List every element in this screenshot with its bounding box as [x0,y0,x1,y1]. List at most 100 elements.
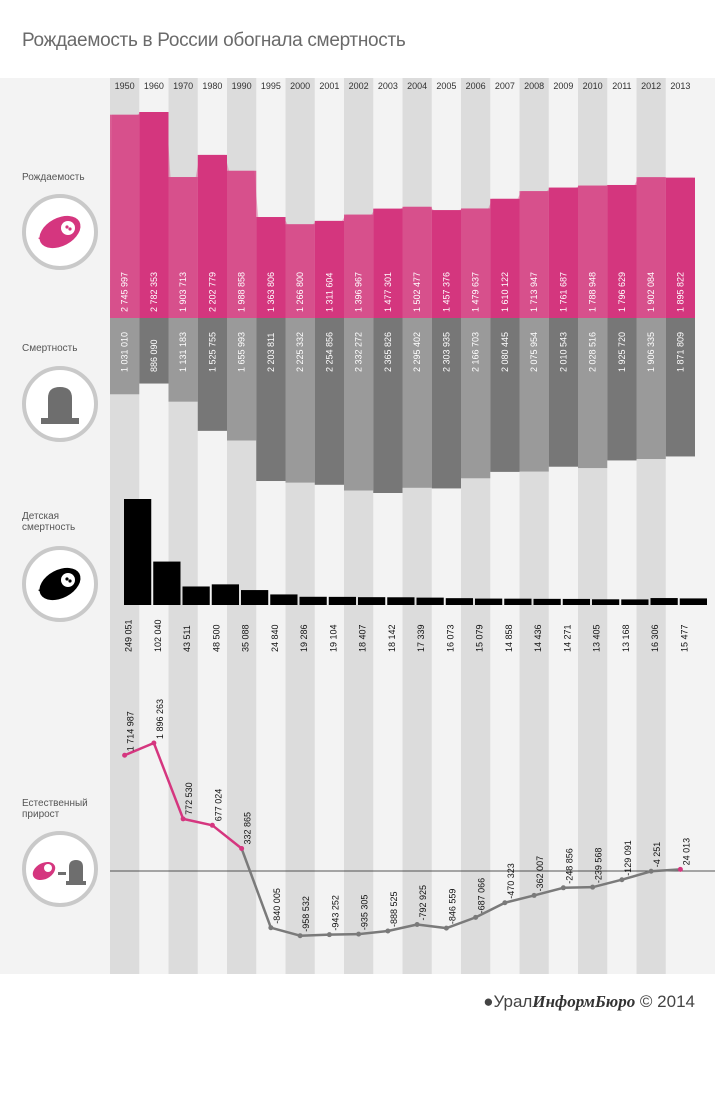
deaths-value-label: 2 010 543 [558,332,568,372]
brand-suffix: © 2014 [635,992,695,1011]
births-value-label: 1 902 084 [646,272,656,312]
growth-line-segment [182,817,213,827]
infant-bar [533,598,561,605]
infant-bar [211,584,239,605]
growth-point [326,932,332,938]
growth-line-segment [387,923,418,933]
infant-value-label: 19 286 [299,624,309,652]
infant-value-label: 14 436 [533,624,543,652]
deaths-value-label: 2 365 826 [383,332,393,372]
births-value-label: 1 396 967 [354,272,364,312]
infant-bar [475,598,503,605]
infant-value-label: 249 051 [124,619,134,652]
births-value-label: 1 479 637 [471,272,481,312]
deaths-value-label: 2 254 856 [324,332,334,372]
growth-point [151,740,157,746]
births-bar [139,112,169,318]
growth-line-segment [240,848,273,929]
year-label: 1990 [232,81,252,91]
growth-line-segment [124,741,155,757]
growth-point [385,928,391,934]
deaths-bar [110,318,140,395]
growth-value-label: -935 305 [360,895,370,931]
infant-value-label: 13 168 [621,624,631,652]
growth-point [443,925,449,931]
births-bar [314,220,344,318]
births-bar [607,184,637,318]
births-value-label: 1 363 806 [266,272,276,312]
growth-point [180,816,186,822]
births-bar [110,114,140,318]
growth-point [677,866,683,872]
growth-line-segment [445,916,477,930]
growth-line-segment [329,932,359,936]
growth-point [619,877,625,883]
deaths-value-label: 2 166 703 [471,332,481,372]
infant-bar [241,590,269,605]
year-label: 2001 [319,81,339,91]
infant-value-label: 19 104 [328,624,338,652]
infant-bar [358,597,386,605]
growth-point [590,884,596,890]
infant-bar [153,561,181,605]
infant-bar [124,499,152,605]
year-label: 2004 [407,81,427,91]
growth-value-label: -958 532 [301,896,311,932]
growth-value-label: -792 925 [418,885,428,921]
births-bar [431,210,461,318]
year-label: 2002 [349,81,369,91]
deaths-bar [461,318,491,479]
infant-bar [182,586,210,605]
infant-value-label: 18 407 [358,624,368,652]
growth-value-label: -129 091 [623,840,633,876]
deaths-bar [256,318,286,482]
infant-value-label: 18 142 [387,624,397,652]
births-bar [548,187,578,318]
deaths-value-label: 2 080 445 [500,332,510,372]
growth-line-segment [504,894,535,904]
births-bar [168,177,198,318]
growth-line-segment [416,923,447,930]
deaths-value-label: 2 028 516 [588,332,598,372]
growth-value-label: -687 066 [477,878,487,914]
infant-value-label: 102 040 [153,619,163,652]
births-value-label: 1 477 301 [383,272,393,312]
births-value-label: 1 610 122 [500,272,510,312]
deaths-icon-circle [22,366,98,442]
infant-value-label: 13 405 [592,624,602,652]
births-value-label: 1 502 477 [412,272,422,312]
baby-icon [38,567,81,601]
deaths-bar [344,318,374,491]
infant-icon-circle [22,546,98,622]
births-bar [344,214,374,318]
growth-point [122,752,128,758]
births-bar [578,185,608,318]
gravestone-icon [41,387,79,424]
infant-bar [270,594,298,605]
deaths-bar [490,318,520,472]
year-label: 2010 [583,81,603,91]
growth-point [502,900,508,906]
growth-point [239,846,245,852]
deaths-bar [197,318,227,431]
births-value-label: 1 713 947 [529,272,539,312]
brand-name: ИнформБюро [532,992,636,1011]
births-value-label: 2 202 779 [207,272,217,312]
births-value-label: 1 266 800 [295,272,305,312]
deaths-bar [665,318,695,457]
infant-value-label: 15 477 [679,624,689,652]
infant-bar [387,597,415,605]
births-bar [461,208,491,318]
growth-point [473,914,479,920]
deaths-bar [285,318,315,483]
brand-dot-icon: ● [483,992,494,1011]
births-value-label: 2 745 997 [120,272,130,312]
growth-value-label: -362 007 [535,856,545,892]
baby-icon [38,215,81,249]
growth-value-label: -239 568 [594,848,604,884]
infant-value-label: 14 858 [504,624,514,652]
year-label: 2003 [378,81,398,91]
deaths-value-label: 886 090 [149,339,159,372]
year-stripe [344,78,374,974]
